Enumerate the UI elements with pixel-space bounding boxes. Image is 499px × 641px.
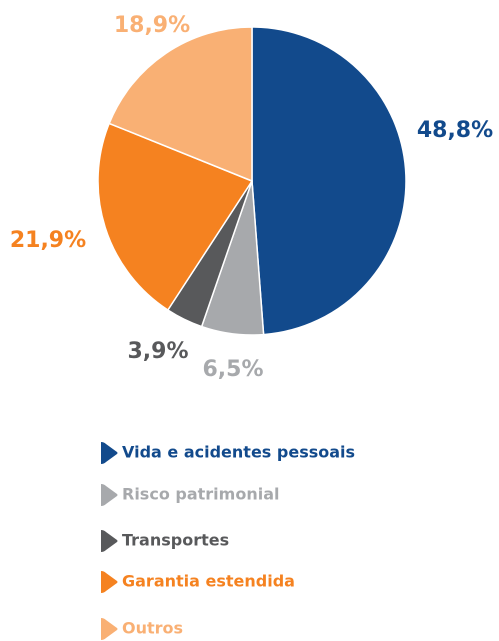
legend-marker [101, 442, 118, 464]
legend-label: Outros [122, 619, 183, 638]
legend-marker [101, 618, 118, 640]
data-label: 48,8% [417, 118, 493, 143]
legend-marker [101, 571, 118, 593]
pie-slice [97, 122, 254, 312]
data-label: 21,9% [10, 228, 86, 253]
data-label: 18,9% [114, 13, 190, 38]
pie-slice [251, 26, 407, 336]
data-label: 6,5% [202, 357, 263, 382]
legend-marker [101, 530, 118, 552]
data-label: 3,9% [127, 339, 188, 364]
legend-marker [101, 484, 118, 506]
legend-label: Vida e acidentes pessoais [122, 443, 355, 462]
legend-label: Transportes [122, 531, 229, 550]
legend-label: Risco patrimonial [122, 485, 279, 504]
legend-label: Garantia estendida [122, 572, 295, 591]
pie-slice [108, 26, 253, 183]
